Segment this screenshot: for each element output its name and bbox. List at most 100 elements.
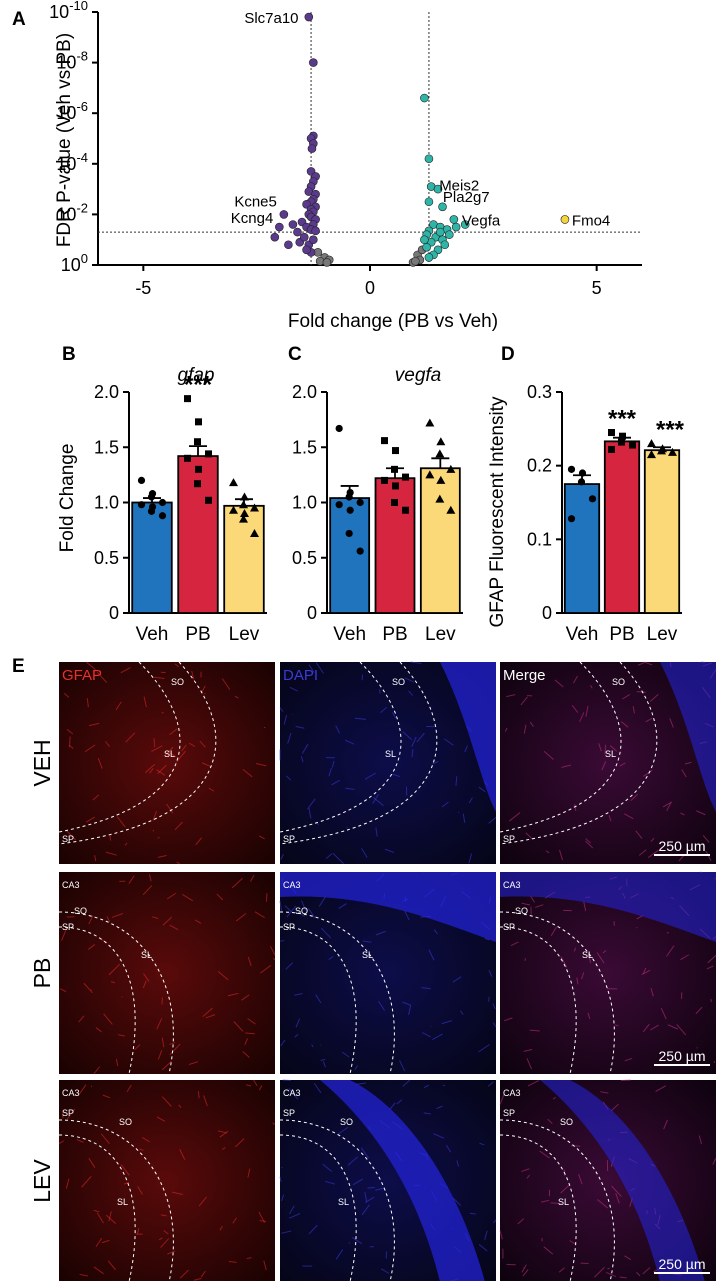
volcano-ytick-label: 100 <box>61 251 88 275</box>
micrograph-texture <box>105 851 117 856</box>
micrograph-texture <box>63 692 70 698</box>
data-point-pb <box>381 437 388 445</box>
data-point-lev <box>435 494 445 503</box>
category-label-pb: PB <box>185 624 210 645</box>
region-label-so: SO <box>74 906 87 916</box>
micrograph-texture <box>650 837 655 842</box>
region-outline <box>499 1134 577 1281</box>
micrograph-texture <box>663 1119 668 1130</box>
micrograph-texture <box>488 816 497 824</box>
micrograph-texture <box>95 1237 103 1248</box>
data-point-veh <box>588 495 597 503</box>
region-label-so: SO <box>515 906 528 916</box>
volcano-point-down <box>288 220 298 229</box>
gene-label-fmo4: Fmo4 <box>572 212 610 229</box>
micrograph-texture <box>263 1260 267 1271</box>
micrograph-texture <box>360 1147 369 1159</box>
micrograph-texture <box>191 670 195 680</box>
micrograph-texture <box>219 1225 223 1231</box>
data-point-veh <box>567 465 576 473</box>
data-point-pb <box>402 506 409 514</box>
micrograph-texture <box>163 1230 169 1235</box>
volcano-point-up <box>440 240 450 250</box>
volcano-point-neutral <box>322 258 332 267</box>
micrograph-texture <box>560 1183 571 1194</box>
micrograph-texture <box>166 892 177 900</box>
micrograph-texture <box>581 972 585 980</box>
micrograph-texture <box>88 722 100 727</box>
region-label-so: SO <box>171 677 184 687</box>
micrograph-texture <box>100 938 108 944</box>
data-point-veh <box>577 478 586 486</box>
micrograph-texture <box>242 769 253 778</box>
micrograph-texture <box>92 794 100 801</box>
data-point-veh <box>158 498 167 507</box>
micrograph-texture <box>521 902 531 906</box>
volcano-point-up <box>420 235 429 244</box>
micrograph-texture <box>624 1255 632 1260</box>
channel-label-gfap: GFAP <box>62 667 102 684</box>
micrograph-texture <box>233 1021 244 1032</box>
volcano-point-down <box>299 232 309 242</box>
micrograph-texture <box>527 1080 539 1087</box>
micrograph-texture <box>484 1230 488 1240</box>
micrograph-texture <box>94 855 97 862</box>
micrograph-texture <box>710 998 712 1003</box>
micrograph-texture <box>120 667 131 674</box>
micrograph-texture <box>169 1041 176 1045</box>
micrograph-texture <box>499 1094 505 1105</box>
micrograph-texture <box>332 852 344 865</box>
micrograph-texture <box>641 969 651 975</box>
bar-veh <box>329 497 371 614</box>
micrograph-texture <box>325 853 333 859</box>
micrograph-texture <box>328 956 334 960</box>
micrograph-texture <box>258 835 265 840</box>
micrograph-texture <box>547 1118 553 1124</box>
micrograph-texture <box>543 1246 554 1255</box>
micrograph-texture <box>66 830 77 841</box>
micrograph-texture <box>145 763 156 773</box>
micrograph-texture <box>404 910 410 921</box>
micrograph-texture <box>702 835 710 843</box>
micrograph-texture <box>650 988 654 997</box>
micrograph-texture <box>428 949 435 961</box>
micrograph-texture <box>116 816 126 828</box>
micrograph-texture <box>525 832 533 840</box>
micrograph-texture <box>375 827 378 837</box>
micrograph-texture <box>78 1084 87 1096</box>
micrograph-texture <box>576 977 579 985</box>
micrograph-texture <box>154 676 165 679</box>
micrograph-texture <box>456 1160 459 1167</box>
micrograph-texture <box>295 1018 301 1028</box>
micrograph-texture <box>160 1238 170 1248</box>
micrograph-texture <box>169 1043 181 1056</box>
volcano-point-up <box>460 220 470 229</box>
micrograph-texture <box>205 1014 216 1019</box>
micrograph-texture <box>574 804 577 812</box>
micrograph-texture <box>611 1185 622 1197</box>
micrograph-texture <box>162 916 172 926</box>
bar-ytick-label: 0 <box>542 603 552 623</box>
micrograph-texture <box>232 1217 237 1224</box>
bar-pb <box>374 477 416 614</box>
data-point-pb <box>381 476 388 484</box>
micrograph-texture <box>247 1018 256 1025</box>
category-label-pb: PB <box>382 624 407 645</box>
micrograph-texture <box>178 1104 182 1108</box>
micrograph-texture <box>96 1212 104 1224</box>
micrograph-texture <box>287 732 292 744</box>
micrograph-texture <box>337 1126 349 1136</box>
category-label-pb: PB <box>609 624 634 645</box>
data-point-veh <box>158 512 167 520</box>
micrograph-texture <box>619 1276 627 1279</box>
gene-label-meis2: Meis2 <box>439 178 479 195</box>
bar-c-title: vegfa <box>395 365 441 386</box>
micrograph-texture <box>695 1006 703 1015</box>
micrograph-texture <box>503 1017 513 1022</box>
region-label-ca3: CA3 <box>62 880 80 890</box>
volcano-point-down <box>309 58 318 67</box>
region-label-so: SO <box>340 1117 353 1127</box>
data-point-lev <box>446 464 456 473</box>
micrograph-texture <box>247 1168 251 1178</box>
micrograph-texture <box>331 779 340 786</box>
